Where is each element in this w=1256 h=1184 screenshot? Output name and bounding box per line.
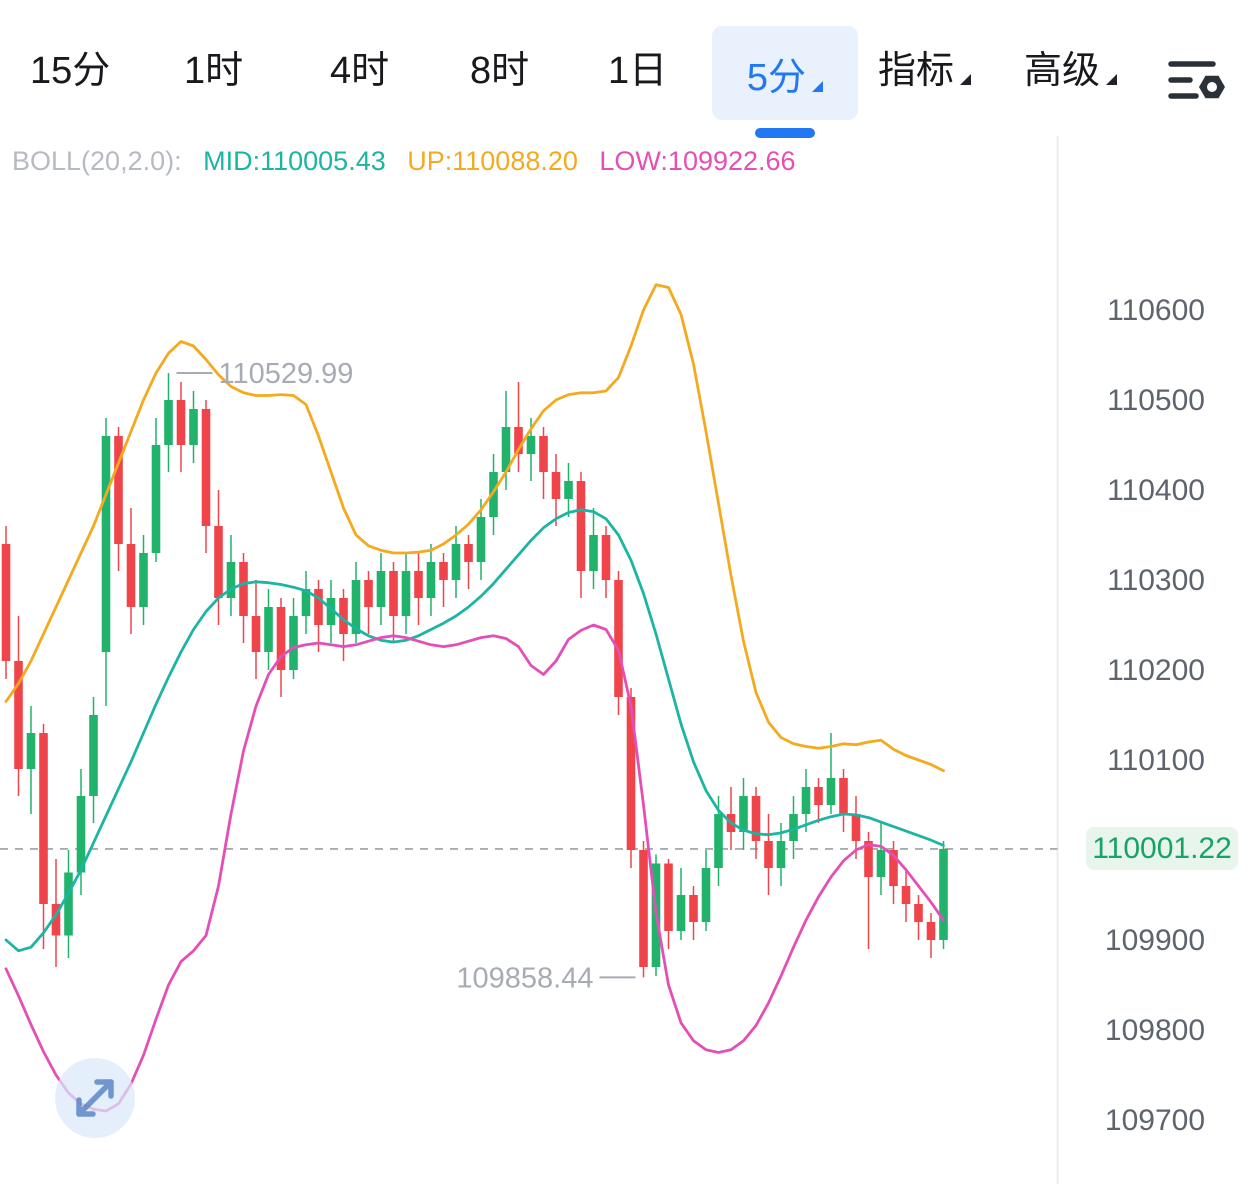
svg-text:109858.44: 109858.44	[456, 962, 593, 994]
price-axis-label: 109900	[1105, 924, 1205, 957]
tab-label: 4时	[330, 49, 390, 92]
tab-4hour[interactable]: 4时	[330, 0, 389, 132]
chart-settings-icon	[1168, 61, 1225, 99]
price-axis-label: 110300	[1107, 564, 1205, 597]
expand-chart-button[interactable]	[55, 1058, 135, 1138]
timeframe-toolbar: 15分 1时 4时 8时 1日 5分 指标 高级	[0, 0, 1256, 138]
dropdown-caret-icon	[812, 80, 824, 92]
dropdown-caret-icon	[960, 73, 972, 85]
tab-15min[interactable]: 15分	[30, 0, 110, 132]
last-price-badge: 110001.22	[1086, 827, 1238, 870]
last-price-value: 110001.22	[1092, 831, 1232, 865]
boll-up-value: UP:110088.20	[407, 146, 578, 176]
tab-label: 1时	[184, 49, 244, 92]
price-axis-label: 110200	[1107, 654, 1205, 687]
tab-1hour[interactable]: 1时	[184, 0, 243, 132]
tab-label: 8时	[470, 49, 530, 92]
price-axis-label: 110600	[1107, 294, 1205, 327]
active-tab-underline	[755, 128, 815, 138]
tab-label: 高级	[1024, 49, 1101, 92]
tab-1day[interactable]: 1日	[608, 0, 667, 132]
tab-advanced[interactable]: 高级	[1024, 0, 1118, 132]
tab-indicators[interactable]: 指标	[878, 0, 972, 132]
boll-low-value: LOW:109922.66	[599, 146, 796, 176]
boll-mid-value: MID:110005.43	[203, 146, 386, 176]
price-axis-label: 109800	[1105, 1014, 1205, 1047]
tab-label: 5分	[746, 56, 807, 99]
chart-settings-button[interactable]	[1164, 52, 1230, 112]
tab-label: 指标	[878, 49, 955, 92]
price-axis-label: 110500	[1107, 384, 1205, 417]
tab-5min-selected[interactable]: 5分	[712, 26, 858, 138]
boll-indicator-bar: BOLL(20,2.0): MID:110005.43 UP:110088.20…	[12, 146, 810, 177]
price-axis-label: 110100	[1107, 744, 1205, 777]
tab-label: 15分	[30, 49, 111, 92]
tab-8hour[interactable]: 8时	[470, 0, 529, 132]
expand-icon	[76, 1079, 114, 1117]
boll-label: BOLL(20,2.0):	[12, 146, 182, 176]
price-axis-label: 109700	[1105, 1104, 1205, 1137]
svg-text:110529.99: 110529.99	[219, 358, 354, 390]
dropdown-caret-icon	[1106, 73, 1118, 85]
price-axis-label: 110400	[1107, 474, 1205, 507]
tab-label: 1日	[608, 49, 668, 92]
